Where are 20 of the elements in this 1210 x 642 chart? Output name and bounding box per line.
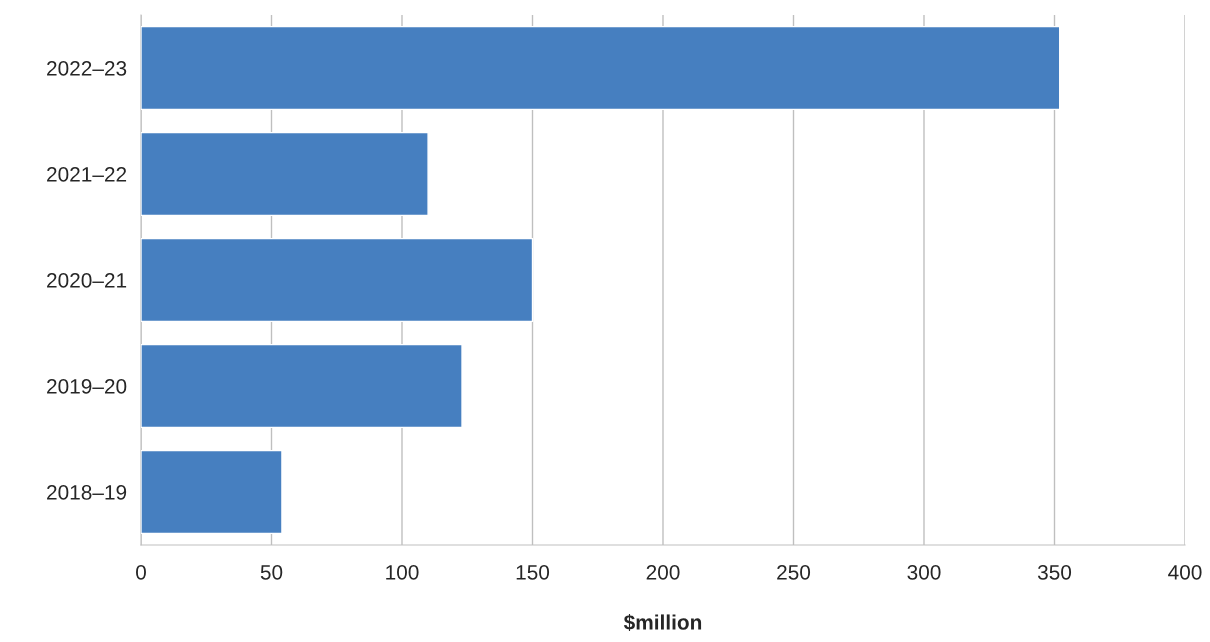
bar [141,449,283,535]
x-axis-title: $million [623,614,702,632]
x-tick-label: 150 [516,564,550,580]
x-tick-label: 300 [907,564,941,580]
bar [141,131,429,217]
bar [141,237,534,323]
y-tick-label: 2018–19 [47,485,127,500]
x-tick-label: 50 [260,564,283,580]
bar [141,25,1061,111]
y-tick-label: 2019–20 [47,379,127,394]
x-tick-label: 0 [136,564,146,580]
x-tick-label: 200 [646,564,680,580]
x-tick-label: 400 [1168,564,1202,580]
x-tick-label: 100 [386,564,419,580]
y-tick-label: 2021–22 [47,167,127,182]
bar [141,343,463,429]
x-tick-label: 350 [1037,564,1072,580]
x-tick-label: 250 [777,564,811,580]
y-tick-label: 2022–23 [47,61,127,76]
y-tick-label: 2020–21 [47,273,127,288]
